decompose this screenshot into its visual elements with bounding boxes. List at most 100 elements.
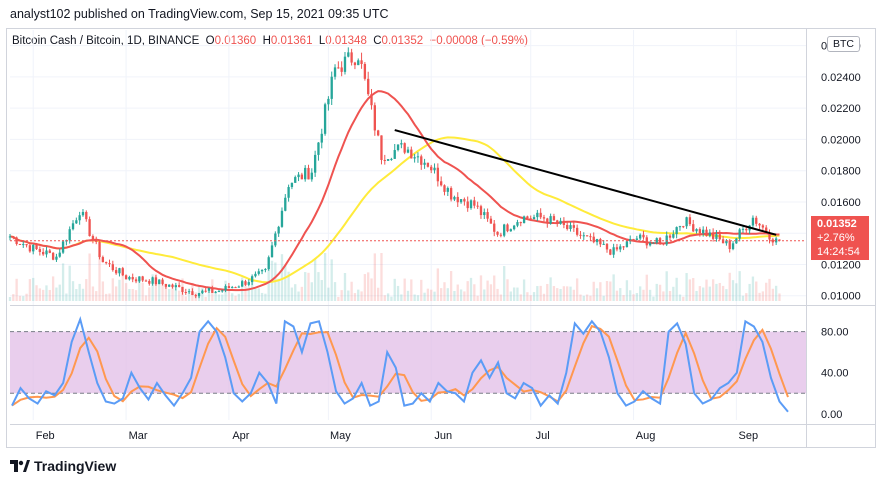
open-value: 0.01360: [214, 35, 257, 47]
candle: [81, 209, 85, 217]
candle: [267, 255, 270, 271]
volume-bar: [758, 292, 761, 301]
candle-body: [605, 243, 609, 250]
volume-bar: [81, 288, 85, 301]
volume-bar: [519, 294, 522, 301]
candle: [42, 248, 45, 256]
candle-body: [778, 239, 781, 241]
candle-body: [725, 240, 728, 244]
candle: [254, 271, 257, 278]
volume-bar: [741, 295, 745, 301]
volume-bar: [622, 295, 625, 301]
candle: [705, 226, 708, 237]
candle: [426, 162, 430, 168]
candle: [383, 154, 386, 165]
candle: [493, 220, 496, 237]
candle: [171, 283, 174, 289]
volume-bar: [675, 277, 678, 301]
candle: [499, 232, 503, 238]
candle-body: [536, 212, 539, 218]
candle-body: [678, 226, 682, 228]
candle: [300, 172, 304, 180]
volume-bar: [260, 292, 264, 301]
candle: [154, 275, 158, 286]
high-label: H: [262, 35, 271, 47]
candle-body: [363, 63, 367, 79]
last-price-badge: 0.01352 +2.76% 14:24:54: [811, 216, 869, 260]
candle: [755, 215, 758, 227]
candle-body: [406, 149, 410, 153]
volume-bar: [61, 263, 65, 301]
volume-bar: [702, 287, 705, 301]
candle: [469, 199, 473, 210]
y-tick-label: 0.02200: [821, 103, 861, 115]
candle-body: [708, 232, 711, 237]
volume-bar: [672, 286, 675, 301]
candle: [131, 273, 134, 283]
candle-body: [197, 293, 201, 297]
candle-body: [294, 177, 297, 183]
candle-body: [108, 263, 111, 265]
volume-bar: [735, 283, 738, 301]
candle-body: [449, 188, 453, 200]
volume-bar: [619, 288, 622, 301]
volume-bar: [738, 271, 741, 301]
volume-bar: [473, 284, 476, 301]
currency-button[interactable]: BTC: [827, 36, 860, 52]
candle-body: [672, 234, 675, 238]
candle-body: [151, 277, 154, 284]
tradingview-footer[interactable]: TradingView: [10, 458, 116, 474]
candle-body: [386, 159, 390, 161]
candle: [731, 240, 735, 251]
candle-body: [201, 290, 204, 294]
candle-body: [194, 295, 197, 297]
volume-bar: [304, 272, 307, 301]
close-value: 0.01352: [381, 35, 424, 47]
volume-bar: [78, 283, 81, 301]
volume-bar: [748, 283, 751, 301]
candle: [556, 219, 559, 227]
volume-bar: [237, 293, 241, 301]
candle-body: [161, 279, 164, 284]
candle-body: [191, 291, 194, 296]
volume-bar: [320, 280, 323, 301]
volume-bar: [774, 285, 778, 301]
y-tick-label: 0.02400: [821, 72, 861, 84]
candle-body: [639, 234, 642, 239]
candle: [416, 152, 420, 163]
volume-bar: [277, 278, 280, 301]
volume-bar: [436, 268, 440, 301]
volume-bar: [698, 286, 702, 301]
candle: [367, 71, 370, 96]
candle-body: [440, 181, 443, 186]
candle: [698, 227, 702, 237]
candle-body: [655, 238, 658, 243]
candle-body: [330, 76, 333, 99]
candle: [71, 220, 75, 231]
volume-bar: [463, 291, 466, 301]
candle: [522, 215, 526, 224]
volume-bar: [778, 293, 781, 301]
candle: [8, 234, 12, 241]
candle: [111, 260, 114, 272]
volume-bar: [549, 277, 552, 301]
candle-body: [446, 188, 449, 192]
volume-bar: [635, 293, 639, 301]
candle: [201, 289, 204, 295]
candle-body: [42, 251, 45, 255]
volume-bar: [768, 278, 771, 301]
trendline: [394, 129, 777, 236]
candle-body: [25, 244, 28, 246]
open-label: O: [205, 35, 215, 47]
volume-bar: [297, 291, 300, 301]
symbol-name[interactable]: Bitcoin Cash / Bitcoin, 1D, BINANCE: [12, 35, 200, 47]
volume-bar: [134, 290, 138, 301]
candle-body: [728, 240, 731, 250]
candle-body: [171, 284, 174, 288]
candle: [678, 225, 682, 231]
candle: [486, 208, 489, 222]
x-tick-label: Aug: [636, 430, 656, 442]
candle: [88, 216, 91, 237]
candle-body: [376, 130, 380, 136]
